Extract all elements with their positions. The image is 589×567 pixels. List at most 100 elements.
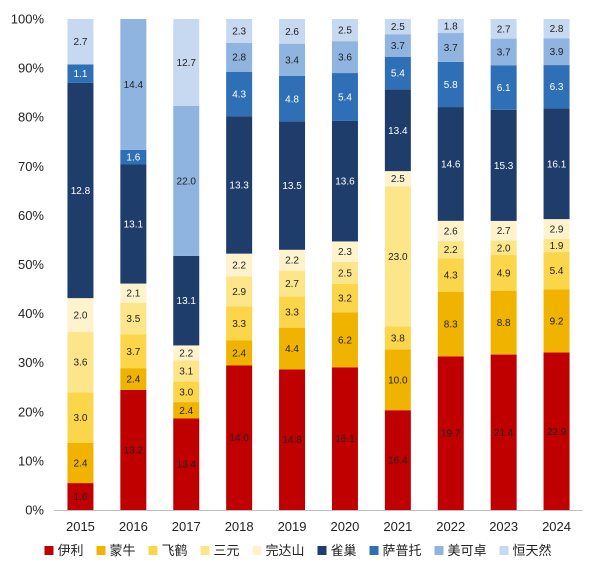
bar-segment [331, 241, 358, 262]
data-label: 3.6 [73, 358, 87, 369]
bar-segment [173, 360, 200, 382]
bar-segment [331, 367, 358, 510]
data-label: 5.4 [391, 69, 405, 80]
bar-segment [67, 392, 94, 443]
data-label: 3.7 [126, 347, 140, 358]
data-label: 2.5 [391, 174, 405, 185]
legend-item: 美可卓 [434, 544, 487, 559]
x-tick-label: 2019 [278, 519, 307, 534]
legend-swatch [200, 546, 210, 555]
bar-segment [437, 220, 464, 242]
bar-segment [67, 298, 94, 332]
x-tick-label: 2022 [436, 519, 465, 534]
bar-segment [331, 283, 358, 313]
data-label: 5.8 [444, 80, 458, 91]
bar-segment [279, 19, 306, 44]
legend-label: 完达山 [266, 544, 305, 559]
data-label: 3.5 [126, 314, 140, 325]
bar-segment [384, 56, 411, 90]
bar-segment [173, 381, 200, 403]
data-label: 1.8 [444, 22, 458, 33]
bar-stack-2023: 21.4 8.8 4.9 2.0 2.7 15.3 6.1 3.7 2.7 [490, 19, 517, 510]
bar-segment [384, 171, 411, 187]
legend-item: 蒙牛 [96, 544, 136, 559]
data-label: 2.6 [285, 27, 299, 38]
data-label: 2.3 [232, 26, 246, 37]
bar-segment [67, 442, 94, 484]
data-label: 2.0 [73, 310, 87, 321]
bar-segment [490, 109, 517, 221]
bar-segment [437, 356, 464, 510]
x-tick-label: 2024 [542, 519, 571, 534]
data-label: 3.4 [285, 55, 299, 66]
bar-segment [67, 82, 94, 299]
x-tick-label: 2023 [489, 519, 518, 534]
data-label: 2.9 [550, 225, 564, 236]
data-label: 14.6 [441, 159, 461, 170]
bar-segment [226, 365, 253, 510]
bar-segment [226, 71, 253, 117]
bar-segment [490, 290, 517, 355]
data-label: 2.5 [338, 26, 352, 37]
x-tick-label: 2017 [172, 519, 201, 534]
bar-segment [543, 65, 570, 109]
data-label: 2.2 [232, 261, 246, 272]
y-tick-label: 90% [18, 61, 44, 76]
bar-segment [490, 220, 517, 241]
data-label: 8.3 [444, 320, 458, 331]
data-label: 15.3 [494, 161, 514, 172]
data-label: 4.8 [285, 94, 299, 105]
y-tick-label: 60% [18, 208, 44, 223]
data-label: 14.4 [124, 80, 144, 91]
data-label: 8.8 [497, 318, 511, 329]
bar-stack-2015: 1.6 2.4 3.0 3.6 2.0 12.8 1.1 2.7 [67, 19, 94, 510]
bar-segment [437, 241, 464, 259]
bar-segment [543, 38, 570, 66]
bar-segment [490, 240, 517, 256]
bar-segment [543, 352, 570, 510]
bar-segment [226, 306, 253, 341]
data-label: 6.1 [497, 83, 511, 94]
data-label: 2.1 [126, 289, 140, 300]
data-label: 13.1 [177, 296, 197, 307]
bar-segment [384, 349, 411, 411]
legend-label: 恒天然 [513, 543, 552, 559]
legend-label: 雀巢 [331, 544, 357, 559]
data-label: 3.7 [444, 43, 458, 54]
data-label: 21.4 [494, 428, 514, 439]
bar-segment [384, 186, 411, 327]
legend-item: 萨普托 [369, 544, 422, 559]
legend-label: 三元 [214, 544, 240, 559]
legend-label: 萨普托 [383, 544, 422, 559]
data-label: 22.0 [177, 176, 197, 187]
data-label: 2.2 [444, 245, 458, 256]
bar-segment [437, 61, 464, 108]
data-label: 2.5 [391, 22, 405, 33]
bar-segment [120, 283, 147, 303]
data-label: 13.3 [229, 180, 249, 191]
bar-segment [490, 38, 517, 66]
bars: 1.6 2.4 3.0 3.6 2.0 12.8 1.1 2.7 13.2 2.4 3.7 3.5 2.… [67, 19, 570, 510]
bar-segment [279, 43, 306, 76]
data-label: 1.1 [73, 69, 87, 80]
bar-segment [226, 276, 253, 307]
bar-segment [67, 64, 94, 83]
bar-segment [437, 107, 464, 221]
bar-segment [173, 255, 200, 346]
data-label: 23.0 [388, 252, 408, 263]
data-label: 5.4 [338, 92, 352, 103]
data-label: 2.4 [126, 375, 140, 386]
data-label: 2.8 [550, 24, 564, 35]
bar-segment [331, 41, 358, 74]
data-label: 2.7 [285, 279, 299, 290]
bar-segment [120, 302, 147, 335]
data-label: 2.6 [444, 226, 458, 237]
data-label: 9.2 [550, 316, 564, 327]
data-label: 2.7 [73, 37, 87, 48]
data-label: 16.1 [547, 159, 567, 170]
x-tick-label: 2016 [119, 519, 148, 534]
data-label: 13.4 [177, 460, 197, 471]
bar-segment [437, 33, 464, 62]
y-tick-label: 70% [18, 159, 44, 174]
data-label: 2.2 [179, 348, 193, 359]
